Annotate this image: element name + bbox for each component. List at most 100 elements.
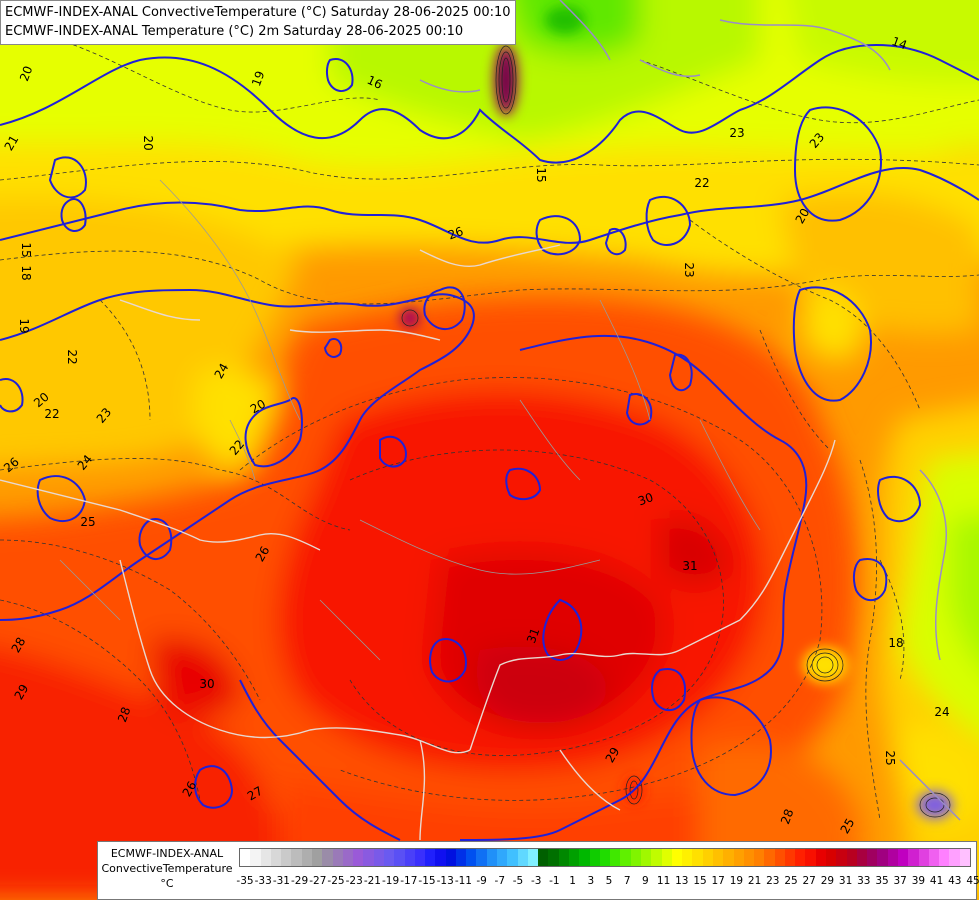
legend-swatch: [445, 849, 456, 866]
legend-model: ECMWF-INDEX-ANAL: [110, 847, 224, 860]
legend-swatch: [558, 849, 569, 866]
legend-swatch: [270, 849, 282, 866]
contour-label: 28: [9, 635, 29, 655]
legend-swatch: [414, 849, 426, 866]
legend-tick-label: -11: [454, 875, 472, 887]
legend-swatch: [928, 849, 940, 866]
legend-swatch: [281, 849, 292, 866]
contour-label: 28: [115, 705, 133, 724]
contour-label: 18: [19, 265, 33, 280]
legend-swatch: [548, 849, 559, 866]
legend-color-scale: [239, 848, 971, 867]
legend-swatch: [661, 849, 672, 866]
legend-tick-label: 29: [820, 875, 835, 887]
legend-swatch: [404, 849, 415, 866]
legend-name: ECMWF-INDEX-ANAL ConvectiveTemperature °…: [98, 842, 236, 899]
legend-swatch: [723, 849, 734, 866]
contour-label: 24: [212, 361, 232, 381]
legend-swatch: [795, 849, 806, 866]
contour-label: 30: [636, 490, 655, 508]
legend-swatch: [435, 849, 446, 866]
title-line-temperature: ECMWF-INDEX-ANAL Temperature (°C) 2m Sat…: [5, 24, 464, 39]
legend-tick-label: -19: [382, 875, 400, 887]
contour-label: 23: [729, 126, 744, 140]
contour-label: 20: [793, 206, 813, 226]
contour-label: 19: [17, 318, 31, 333]
legend-swatch: [887, 849, 898, 866]
legend-tick-label: 3: [587, 875, 595, 887]
legend-swatch: [856, 849, 868, 866]
color-legend: ECMWF-INDEX-ANAL ConvectiveTemperature °…: [97, 841, 979, 900]
legend-swatch: [733, 849, 744, 866]
legend-swatch: [363, 849, 374, 866]
legend-swatch: [908, 849, 919, 866]
legend-unit: °C: [160, 877, 174, 890]
contour-label: 30: [199, 677, 214, 691]
legend-swatch: [394, 849, 405, 866]
contour-label: 29: [12, 682, 32, 702]
legend-tick-label: -17: [400, 875, 418, 887]
contour-label: 27: [245, 784, 265, 804]
legend-swatch: [579, 849, 590, 866]
legend-swatch: [939, 849, 950, 866]
legend-swatch: [373, 849, 384, 866]
contour-label: 22: [65, 349, 79, 364]
legend-tick-label: 21: [747, 875, 762, 887]
legend-swatch: [599, 849, 611, 866]
legend-tick-label: 37: [893, 875, 907, 887]
legend-swatch: [784, 849, 796, 866]
legend-swatch: [260, 849, 271, 866]
title-line-convective: ECMWF-INDEX-ANAL ConvectiveTemperature (…: [5, 5, 511, 20]
contour-label: 20: [248, 397, 268, 417]
contour-label: 26: [446, 224, 465, 242]
contour-label: 31: [682, 559, 697, 573]
legend-swatch: [455, 849, 467, 866]
legend-tick-label: 39: [911, 875, 926, 887]
legend-swatch: [538, 849, 549, 866]
legend-tick-label: 41: [929, 875, 944, 887]
legend-swatch: [640, 849, 652, 866]
legend-swatch: [301, 849, 312, 866]
legend-tick-label: -35: [236, 875, 254, 887]
legend-tick-label: 13: [675, 875, 689, 887]
legend-tick-label: 1: [569, 875, 576, 887]
legend-tick-label: 45: [966, 875, 979, 887]
legend-tick-label: 33: [857, 875, 871, 887]
legend-swatch: [517, 849, 528, 866]
contour-label: 25: [80, 515, 95, 529]
legend-swatch: [682, 849, 693, 866]
legend-tick-label: -21: [363, 875, 381, 887]
legend-tick-label: -29: [291, 875, 309, 887]
legend-swatch: [651, 849, 662, 866]
legend-tick-label: -3: [530, 875, 542, 887]
contour-label: 15: [19, 242, 33, 257]
contour-label: 19: [249, 69, 267, 88]
legend-tick-label: 5: [605, 875, 613, 887]
contour-label: 22: [694, 176, 709, 190]
legend-swatch: [342, 849, 354, 866]
legend-swatch: [589, 849, 600, 866]
legend-tick-label: 43: [948, 875, 962, 887]
legend-swatch: [867, 849, 878, 866]
legend-swatch: [240, 849, 251, 866]
legend-tick-label: 31: [838, 875, 853, 887]
legend-tick-label: 11: [656, 875, 671, 887]
legend-swatch: [497, 849, 508, 866]
legend-swatch: [569, 849, 580, 866]
temperature-isolines: [0, 39, 979, 821]
legend-swatch: [425, 849, 436, 866]
contour-label: 16: [365, 73, 385, 92]
legend-tick-labels: -35 -33 -31 -29 -27 -25 -23 -21 -19 -17 -15 -13 -11-…: [236, 875, 979, 889]
contour-label: 22: [44, 407, 59, 421]
legend-swatch: [743, 849, 755, 866]
contour-label: 25: [883, 750, 897, 765]
contour-label: 18: [888, 636, 903, 650]
legend-tick-label: -31: [272, 875, 290, 887]
contour-label: 26: [180, 779, 200, 799]
admin-borders: [59, 179, 761, 661]
gradient-clusters: [401, 45, 951, 818]
legend-tick-label: -23: [345, 875, 363, 887]
